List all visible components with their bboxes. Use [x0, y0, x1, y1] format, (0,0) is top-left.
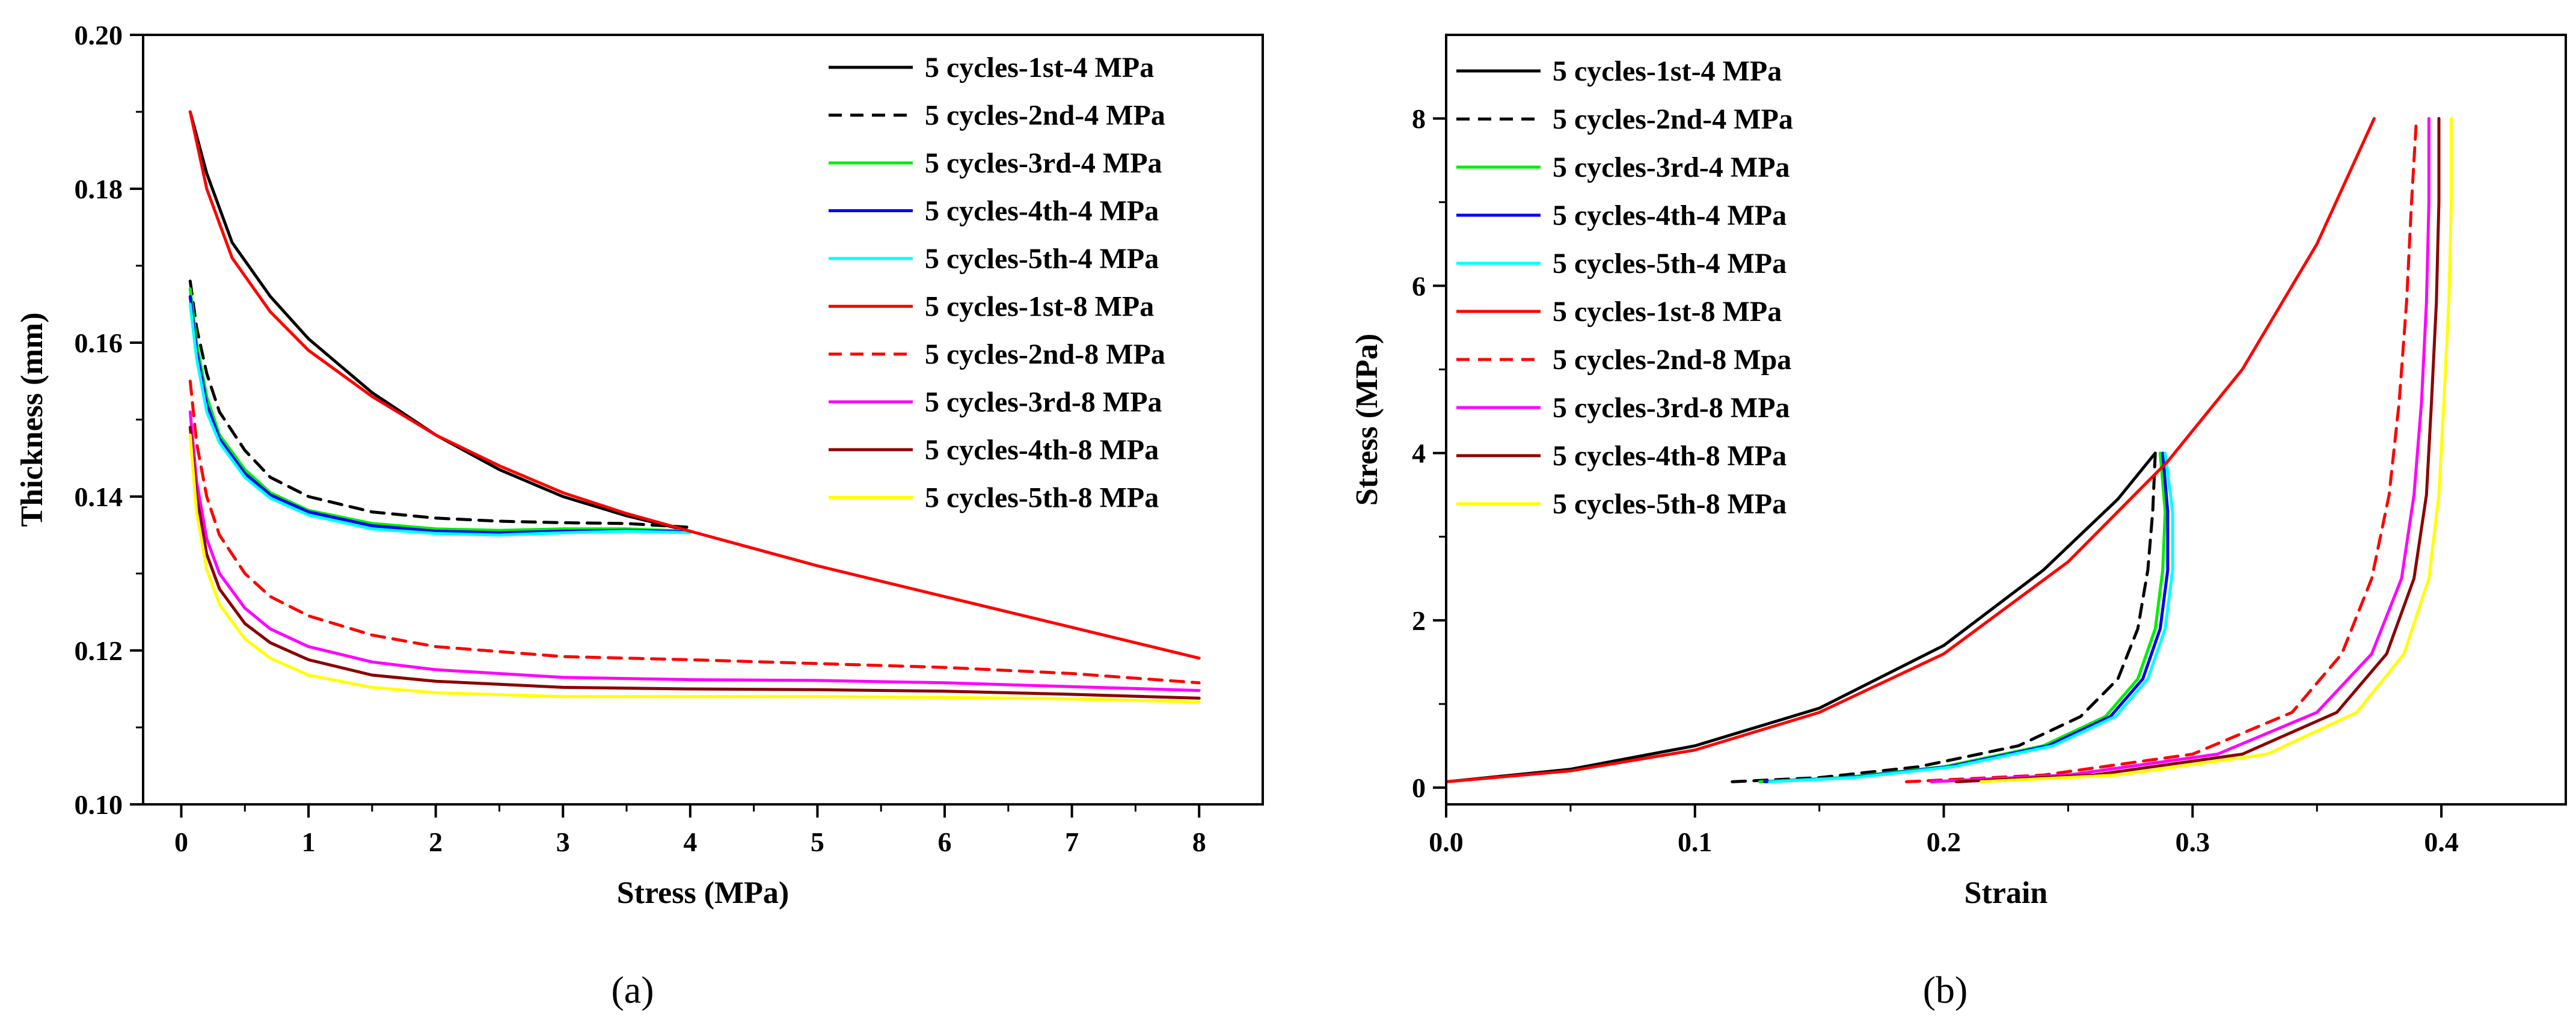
panel-b-legend: 5 cycles-1st-4 MPa 5 cycles-2nd-4 MPa 5 cy…: [1456, 55, 1793, 520]
panel-a-legend-label: 5 cycles-4th-4 MPa: [925, 195, 1159, 227]
panel-a-series-5-cycles-2nd-8-mpa: [188, 379, 1201, 685]
panel-a-series-5-cycles-1st-8-mpa: [188, 110, 1201, 660]
panel-a-legend-label: 5 cycles-3rd-8 MPa: [925, 387, 1162, 418]
panel-a-legend-label: 5 cycles-1st-4 MPa: [925, 52, 1154, 84]
panel-a-y-tick-label: 0.16: [75, 328, 123, 358]
panel-b-curves: [1446, 117, 2453, 783]
panel-b-series-5-cycles-1st-8-mpa: [1446, 117, 2376, 783]
panel-a-legend-label: 5 cycles-5th-8 MPa: [925, 482, 1159, 514]
panel-b-legend-label: 5 cycles-2nd-8 Mpa: [1553, 344, 1791, 376]
panel-b: 0.0 0.1 0.2 0.3 0.4 0 2 4 6 8 Strain Stress (MPa)…: [1350, 34, 2567, 1011]
panel-b-legend-label: 5 cycles-5th-8 MPa: [1553, 488, 1786, 520]
panel-a-x-tick-label: 6: [938, 827, 952, 857]
panel-a-legend-label: 5 cycles-2nd-4 MPa: [925, 100, 1165, 132]
panel-a-series-5-cycles-2nd-4-mpa: [188, 280, 692, 529]
panel-b-legend-label: 5 cycles-4th-8 MPa: [1553, 440, 1786, 472]
panel-a-label: (a): [611, 968, 654, 1011]
panel-b-y-tick-label: 6: [1412, 271, 1426, 301]
panel-b-legend-label: 5 cycles-1st-4 MPa: [1553, 55, 1782, 87]
panel-a-y-tick-label: 0.20: [75, 20, 123, 50]
panel-a-y-tick-label: 0.10: [75, 789, 123, 820]
panel-b-series-5-cycles-1st-4-mpa: [1446, 451, 2157, 783]
panel-b-series-5-cycles-2nd-4-mpa: [1731, 451, 2157, 783]
panel-b-legend-label: 5 cycles-3rd-8 MPa: [1553, 392, 1790, 424]
panel-a-plot-area: [188, 110, 1201, 704]
panel-b-x-tick-label: 0.2: [1927, 827, 1961, 857]
panel-a-x-tick-label: 5: [811, 827, 824, 857]
panel-a-x-tick-label: 7: [1065, 827, 1079, 857]
panel-a-y-tick-label: 0.14: [75, 482, 123, 512]
panel-a-x-tick-label: 8: [1192, 827, 1206, 857]
panel-b-ticks: 0.0 0.1 0.2 0.3 0.4 0 2 4 6 8: [1412, 103, 2459, 857]
panel-b-legend-label: 5 cycles-3rd-4 MPa: [1553, 151, 1790, 183]
panel-a: 0 1 2 3 4 5 6 7 8 0.10 0.12 0.14 0.16 0.18 0.20 Stress…: [15, 20, 1264, 1011]
panel-a-curves: [188, 110, 1201, 704]
panel-a-x-tick-label: 4: [683, 827, 697, 857]
panel-a-legend: 5 cycles-1st-4 MPa 5 cycles-2nd-4 MPa 5 cy…: [829, 52, 1165, 514]
panel-b-label: (b): [1923, 968, 1968, 1011]
panel-a-series-5-cycles-4th-8-mpa: [188, 426, 1201, 700]
panel-a-y-tick-label: 0.18: [75, 174, 123, 204]
panel-b-series-5-cycles-5th-8-mpa: [1980, 117, 2453, 783]
panel-a-series-5-cycles-5th-8-mpa: [188, 433, 1201, 704]
panel-a-ticks: 0 1 2 3 4 5 6 7 8 0.10 0.12 0.14 0.16 0.18 0.20: [75, 20, 1206, 857]
panel-b-legend-label: 5 cycles-2nd-4 MPa: [1553, 103, 1793, 135]
panel-a-x-tick-label: 2: [429, 827, 443, 857]
panel-a-x-tick-label: 3: [556, 827, 570, 857]
panel-b-plot-area: [1446, 117, 2453, 783]
panel-b-x-tick-label: 0.4: [2424, 827, 2459, 857]
panel-b-series-5-cycles-5th-4-mpa: [1768, 451, 2174, 783]
panel-b-x-tick-label: 0.1: [1678, 827, 1713, 857]
panel-a-legend-label: 5 cycles-2nd-8 MPa: [925, 338, 1165, 370]
panel-b-frame: [1445, 34, 2567, 806]
panel-a-series-5-cycles-3rd-8-mpa: [188, 410, 1201, 693]
panel-a-x-tick-label: 0: [174, 827, 188, 857]
panel-b-legend-label: 5 cycles-5th-4 MPa: [1553, 248, 1786, 280]
panel-a-legend-label: 5 cycles-5th-4 MPa: [925, 243, 1159, 275]
panel-b-legend-label: 5 cycles-1st-8 MPa: [1553, 296, 1782, 328]
panel-a-legend-label: 5 cycles-3rd-4 MPa: [925, 147, 1162, 179]
panel-b-x-tick-label: 0.3: [2176, 827, 2210, 857]
panel-b-legend-label: 5 cycles-4th-4 MPa: [1553, 200, 1786, 231]
panel-b-series-5-cycles-2nd-8-mpa: [1905, 117, 2418, 783]
panel-a-x-tick-label: 1: [302, 827, 316, 857]
panel-b-y-tick-label: 2: [1412, 605, 1426, 636]
panel-b-x-axis-title: Strain: [1964, 876, 2048, 910]
panel-a-y-axis-title: Thickness (mm): [15, 313, 49, 527]
panel-a-frame: [142, 34, 1264, 806]
panel-a-series-5-cycles-1st-4-mpa: [188, 110, 692, 533]
panel-a-series-5-cycles-5th-4-mpa: [188, 302, 692, 537]
panel-a-x-axis-title: Stress (MPa): [617, 876, 789, 910]
panel-a-legend-label: 5 cycles-4th-8 MPa: [925, 434, 1159, 466]
panel-b-series-5-cycles-3rd-8-mpa: [1930, 117, 2430, 783]
panel-b-x-tick-label: 0.0: [1429, 827, 1464, 857]
panel-b-y-tick-label: 0: [1412, 772, 1426, 803]
panel-b-y-axis-title: Stress (MPa): [1350, 334, 1384, 506]
panel-b-y-tick-label: 8: [1412, 103, 1426, 134]
panel-a-y-tick-label: 0.12: [75, 635, 123, 666]
panel-a-legend-label: 5 cycles-1st-8 MPa: [925, 291, 1154, 323]
panel-b-series-5-cycles-4th-8-mpa: [1954, 117, 2441, 783]
panel-b-y-tick-label: 4: [1412, 438, 1426, 469]
